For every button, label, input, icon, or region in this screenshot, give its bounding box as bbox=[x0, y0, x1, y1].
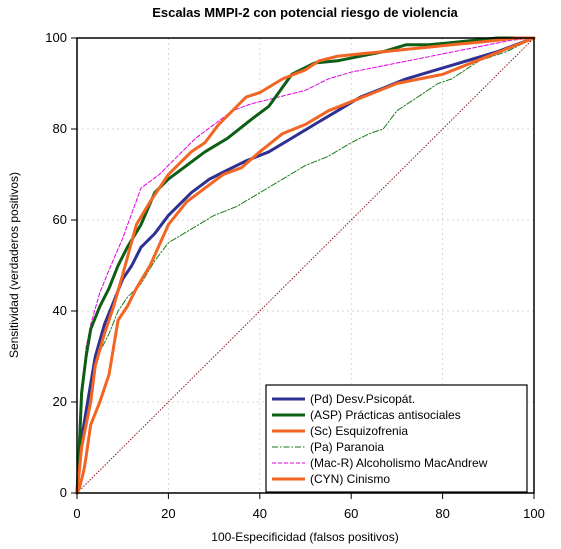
y-tick-label: 40 bbox=[53, 303, 67, 318]
legend-label-1: (ASP) Prácticas antisociales bbox=[310, 408, 461, 422]
x-tick-label: 100 bbox=[523, 506, 545, 521]
legend-label-0: (Pd) Desv.Psicopát. bbox=[310, 392, 415, 406]
reference-diagonal bbox=[76, 37, 535, 494]
y-tick-label: 0 bbox=[60, 485, 67, 500]
chart-title: Escalas MMPI-2 con potencial riesgo de v… bbox=[152, 5, 458, 20]
series-layer bbox=[75, 36, 536, 495]
series-line-2 bbox=[75, 36, 536, 495]
y-tick-label: 80 bbox=[53, 121, 67, 136]
legend-label-2: (Sc) Esquizofrenia bbox=[310, 424, 408, 438]
y-tick-label: 20 bbox=[53, 394, 67, 409]
legend-box bbox=[265, 384, 528, 493]
y-tick-label: 100 bbox=[45, 30, 67, 45]
y-axis-title: Sensitividad (verdaderos positivos) bbox=[7, 172, 21, 358]
legend-label-4: (Mac-R) Alcoholismo MacAndrew bbox=[310, 456, 488, 470]
y-tick-label: 60 bbox=[53, 212, 67, 227]
x-axis-title: 100-Especificidad (falsos positivos) bbox=[211, 530, 398, 544]
x-tick-label: 0 bbox=[73, 506, 80, 521]
x-tick-label: 60 bbox=[344, 506, 358, 521]
legend-label-3: (Pa) Paranoia bbox=[310, 440, 384, 454]
legend-label-5: (CYN) Cinismo bbox=[310, 472, 390, 486]
legend: (Pd) Desv.Psicopát. (ASP) Prácticas antis… bbox=[265, 384, 528, 493]
series-line-3 bbox=[76, 37, 535, 494]
x-tick-label: 80 bbox=[435, 506, 449, 521]
series-line-5 bbox=[75, 36, 536, 495]
x-tick-label: 20 bbox=[161, 506, 175, 521]
x-tick-label: 40 bbox=[253, 506, 267, 521]
ticks: 0 20 40 60 80 100 0 20 40 60 80 100 bbox=[45, 30, 545, 521]
series-line-0 bbox=[75, 36, 536, 495]
series-line-1 bbox=[75, 36, 536, 495]
series-line-4 bbox=[76, 37, 535, 494]
plot-frame bbox=[76, 37, 535, 494]
